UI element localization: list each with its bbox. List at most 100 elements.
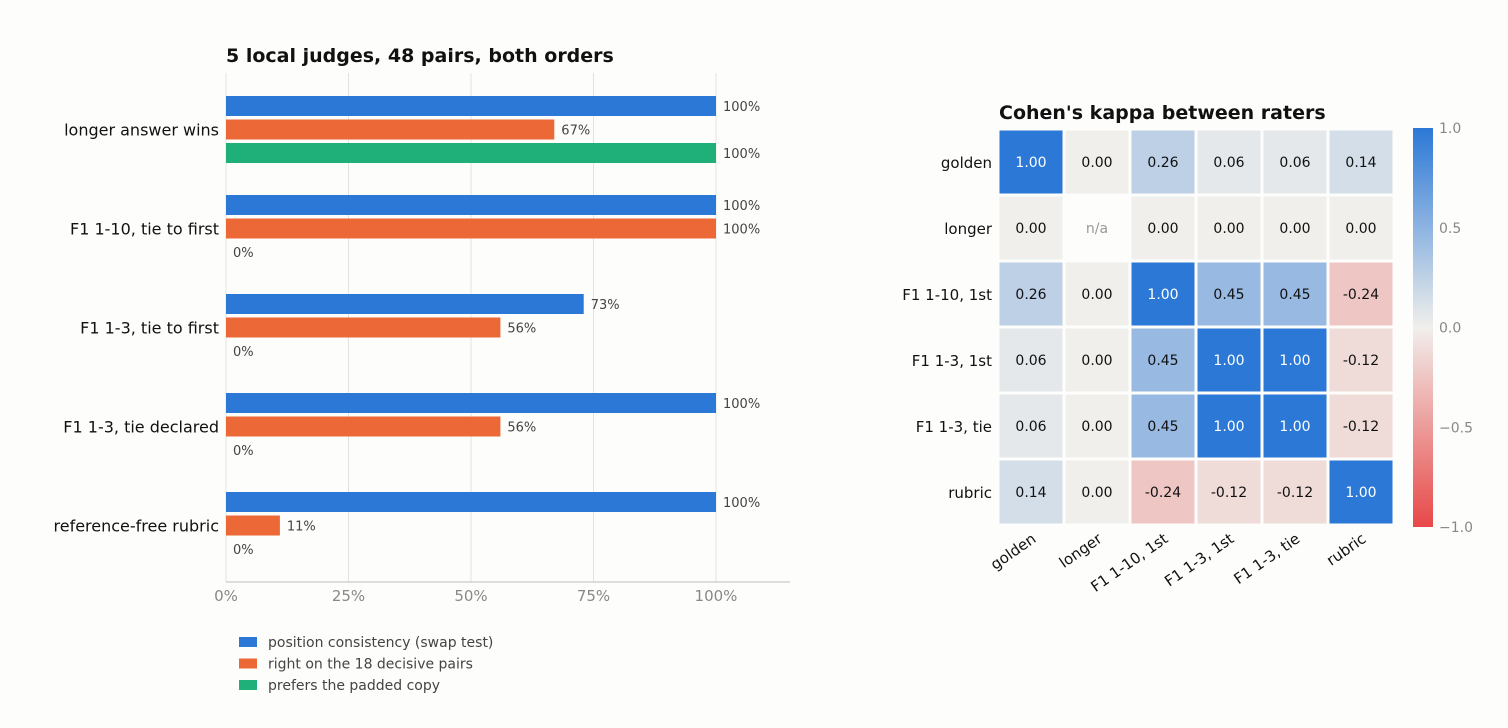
heatmap-cell-label-f1-1-10-1st-f1-1-3-tie: 0.45	[1279, 287, 1310, 303]
heatmap-cell-label-golden-f1-1-3-1st: 0.06	[1213, 155, 1244, 171]
category-label-f1-1-10-tie-to-first: F1 1-10, tie to first	[70, 220, 219, 239]
heatmap-cell-longer-golden	[999, 196, 1063, 260]
heatmap-cell-rubric-f1-1-10-1st	[1131, 460, 1195, 524]
heatmap-cell-longer-f1-1-10-1st	[1131, 196, 1195, 260]
heatmap-cell-rubric-f1-1-3-1st	[1197, 460, 1261, 524]
column-label-longer: longer	[1056, 529, 1106, 572]
heatmap-cell-f1-1-10-1st-golden	[999, 262, 1063, 326]
heatmap-cell-golden-longer	[1065, 130, 1129, 194]
heatmap-cell-label-f1-1-3-1st-f1-1-10-1st: 0.45	[1147, 353, 1178, 369]
data-label-reference-free-rubric-position-consistency-swap-test: 100%	[723, 496, 760, 511]
heatmap-cell-golden-rubric	[1329, 130, 1393, 194]
legend-swatch-right-on-the-18-decisive-pairs	[239, 658, 257, 669]
legend-label-prefers-the-padded-copy: prefers the padded copy	[268, 678, 440, 694]
data-label-f1-1-10-tie-to-first-prefers-the-padded-copy: 0%	[233, 246, 254, 261]
heatmap-cell-label-longer-longer: n/a	[1086, 221, 1108, 237]
bar-reference-free-rubric-right-on-the-18-decisive-pairs	[226, 515, 280, 536]
data-label-longer-answer-wins-right-on-the-18-decisive-pairs: 67%	[561, 124, 590, 139]
bar-longer-answer-wins-prefers-the-padded-copy	[226, 143, 716, 163]
heatmap-cell-label-rubric-golden: 0.14	[1015, 485, 1046, 501]
heatmap-cell-label-f1-1-3-1st-f1-1-3-1st: 1.00	[1213, 353, 1244, 369]
data-label-reference-free-rubric-prefers-the-padded-copy: 0%	[233, 543, 254, 558]
data-label-f1-1-3-tie-declared-right-on-the-18-decisive-pairs: 56%	[507, 421, 536, 436]
bar-marks: 100% 67% 100% 100% 100% 0% 73% 56% 0% 100% 56% 0% 10…	[226, 96, 760, 558]
heatmap-cell-label-f1-1-3-tie-golden: 0.06	[1015, 419, 1046, 435]
colorbar-tick-label-3: −0.5	[1439, 420, 1473, 436]
heatmap-cell-f1-1-3-tie-f1-1-3-tie	[1263, 394, 1327, 458]
bar-reference-free-rubric-position-consistency-swap-test	[226, 492, 716, 512]
bar-longer-answer-wins-position-consistency-swap-test	[226, 96, 716, 116]
colorbar-gradient	[1413, 128, 1433, 527]
heatmap-cell-label-longer-rubric: 0.00	[1345, 221, 1376, 237]
heatmap-cell-rubric-f1-1-3-tie	[1263, 460, 1327, 524]
x-tick-label-100: 100%	[695, 587, 738, 605]
heatmap-cell-label-rubric-rubric: 1.00	[1345, 485, 1376, 501]
heatmap-cell-label-f1-1-10-1st-f1-1-3-1st: 0.45	[1213, 287, 1244, 303]
heatmap-cell-f1-1-3-tie-rubric	[1329, 394, 1393, 458]
heatmap-cell-label-f1-1-3-1st-f1-1-3-tie: 1.00	[1279, 353, 1310, 369]
legend-label-right-on-the-18-decisive-pairs: right on the 18 decisive pairs	[268, 657, 473, 673]
row-label-longer: longer	[944, 220, 993, 238]
heatmap-cell-f1-1-10-1st-f1-1-3-1st	[1197, 262, 1261, 326]
bar-f1-1-10-tie-to-first-right-on-the-18-decisive-pairs	[226, 218, 716, 239]
heatmap-cell-label-f1-1-3-tie-longer: 0.00	[1081, 419, 1112, 435]
data-label-reference-free-rubric-right-on-the-18-decisive-pairs: 11%	[287, 520, 316, 535]
heatmap-cell-f1-1-3-1st-f1-1-3-1st	[1197, 328, 1261, 392]
heatmap-cell-label-f1-1-10-1st-golden: 0.26	[1015, 287, 1046, 303]
heatmap-cell-f1-1-3-1st-longer	[1065, 328, 1129, 392]
data-label-f1-1-10-tie-to-first-position-consistency-swap-test: 100%	[723, 199, 760, 214]
data-label-longer-answer-wins-prefers-the-padded-copy: 100%	[723, 147, 760, 162]
heatmap-cell-label-f1-1-3-tie-rubric: -0.12	[1343, 419, 1379, 435]
heatmap-cell-rubric-golden	[999, 460, 1063, 524]
column-label-golden: golden	[987, 530, 1039, 574]
heatmap-cell-label-f1-1-3-1st-golden: 0.06	[1015, 353, 1046, 369]
heatmap-cell-label-longer-f1-1-3-1st: 0.00	[1213, 221, 1244, 237]
category-label-reference-free-rubric: reference-free rubric	[54, 517, 220, 536]
heatmap-cells: 1.00 0.00 0.26 0.06 0.06 0.14 0.00 n/a 0.00 0.00 0…	[999, 130, 1393, 524]
heatmap-cell-golden-f1-1-10-1st	[1131, 130, 1195, 194]
heatmap-cell-f1-1-3-1st-f1-1-10-1st	[1131, 328, 1195, 392]
data-label-f1-1-3-tie-declared-position-consistency-swap-test: 100%	[723, 397, 760, 412]
row-label-rubric: rubric	[948, 484, 992, 502]
heatmap-cell-label-f1-1-10-1st-longer: 0.00	[1081, 287, 1112, 303]
category-label-f1-1-3-tie-declared: F1 1-3, tie declared	[63, 418, 219, 437]
bar-f1-1-3-tie-to-first-right-on-the-18-decisive-pairs	[226, 317, 501, 338]
heatmap-cell-rubric-longer	[1065, 460, 1129, 524]
heatmap-row-labels: golden longer F1 1-10, 1st F1 1-3, 1st F1 1-…	[902, 154, 993, 502]
data-label-f1-1-3-tie-to-first-position-consistency-swap-test: 73%	[591, 298, 620, 313]
x-tick-label-25: 25%	[332, 587, 365, 605]
heatmap-cell-label-longer-f1-1-3-tie: 0.00	[1279, 221, 1310, 237]
bar-longer-answer-wins-right-on-the-18-decisive-pairs	[226, 119, 555, 140]
heatmap-cell-label-rubric-f1-1-3-tie: -0.12	[1277, 485, 1313, 501]
heatmap-cell-label-golden-f1-1-10-1st: 0.26	[1147, 155, 1178, 171]
heatmap-cell-label-f1-1-3-tie-f1-1-3-1st: 1.00	[1213, 419, 1244, 435]
colorbar-tick-label-4: −1.0	[1439, 520, 1473, 536]
colorbar-tick-label-2: 0.0	[1439, 321, 1461, 337]
heatmap-chart: Cohen's kappa between raters 1.00 0.00 0.2…	[902, 102, 1473, 596]
heatmap-cell-f1-1-3-tie-f1-1-10-1st	[1131, 394, 1195, 458]
heatmap-cell-label-golden-longer: 0.00	[1081, 155, 1112, 171]
heatmap-colorbar: 1.0 0.5 0.0 −0.5 −1.0	[1413, 121, 1473, 536]
heatmap-cell-f1-1-3-tie-longer	[1065, 394, 1129, 458]
bar-x-axis: 0% 25% 50% 75% 100%	[214, 581, 790, 605]
data-label-f1-1-3-tie-declared-prefers-the-padded-copy: 0%	[233, 444, 254, 459]
colorbar-tick-label-1: 0.5	[1439, 221, 1461, 237]
heatmap-cell-label-f1-1-3-tie-f1-1-3-tie: 1.00	[1279, 419, 1310, 435]
row-label-f1-1-3-tie: F1 1-3, tie	[916, 418, 992, 436]
row-label-f1-1-10-1st: F1 1-10, 1st	[902, 286, 992, 304]
bar-f1-1-3-tie-declared-position-consistency-swap-test	[226, 393, 716, 413]
row-label-f1-1-3-1st: F1 1-3, 1st	[912, 352, 992, 370]
heatmap-cell-label-golden-golden: 1.00	[1015, 155, 1046, 171]
heatmap-cell-f1-1-10-1st-rubric	[1329, 262, 1393, 326]
colorbar-tick-label-0: 1.0	[1439, 121, 1461, 137]
heatmap-cell-label-f1-1-3-1st-longer: 0.00	[1081, 353, 1112, 369]
bar-chart-title: 5 local judges, 48 pairs, both orders	[226, 45, 614, 67]
heatmap-cell-f1-1-3-1st-rubric	[1329, 328, 1393, 392]
x-tick-label-50: 50%	[454, 587, 487, 605]
heatmap-cell-f1-1-3-tie-f1-1-3-1st	[1197, 394, 1261, 458]
heatmap-cell-f1-1-3-1st-golden	[999, 328, 1063, 392]
bar-chart: 100% 67% 100% 100% 100% 0% 73% 56% 0% 100% 56% 0% 10…	[54, 45, 790, 694]
heatmap-cell-label-golden-f1-1-3-tie: 0.06	[1279, 155, 1310, 171]
